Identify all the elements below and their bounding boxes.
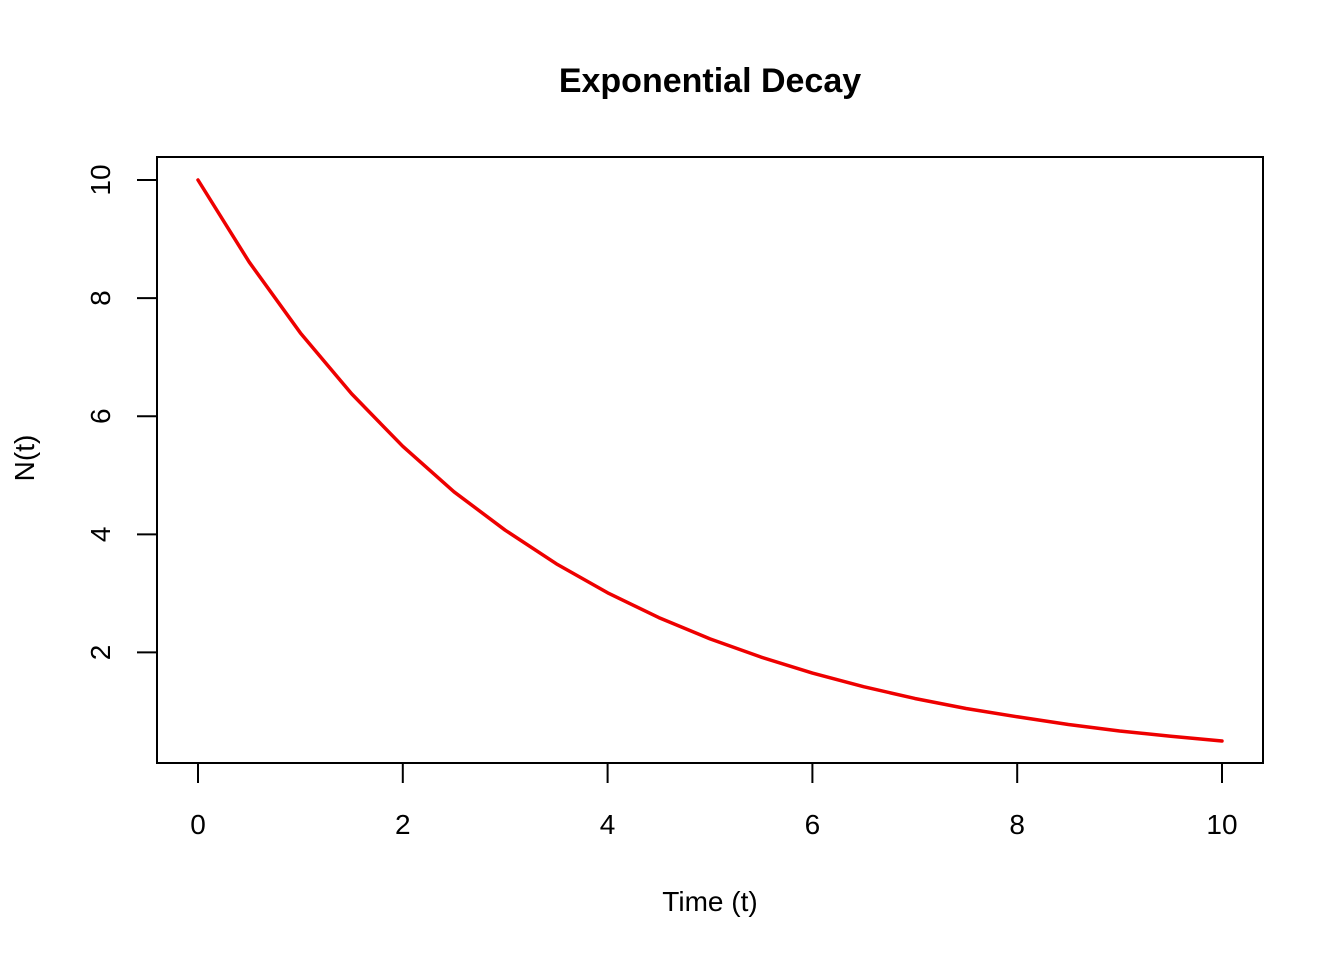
x-tick-label: 10 (1206, 809, 1237, 840)
y-tick-label: 4 (85, 527, 116, 543)
x-tick-label: 6 (805, 809, 821, 840)
y-tick-label: 2 (85, 645, 116, 661)
series-line-decay (196, 178, 1224, 743)
x-tick-label: 0 (190, 809, 206, 840)
y-axis: 2 4 6 8 10 (85, 164, 158, 661)
x-axis: 0 2 4 6 8 10 (190, 762, 1238, 840)
y-tick-label: 6 (85, 408, 116, 424)
x-axis-label: Time (t) (662, 886, 757, 917)
chart-title: Exponential Decay (559, 62, 861, 100)
y-tick-label: 8 (85, 290, 116, 306)
x-tick-label: 2 (395, 809, 411, 840)
y-tick-label: 10 (85, 164, 116, 195)
x-tick-label: 8 (1009, 809, 1025, 840)
x-tick-label: 4 (600, 809, 616, 840)
y-axis-label: N(t) (9, 435, 40, 482)
